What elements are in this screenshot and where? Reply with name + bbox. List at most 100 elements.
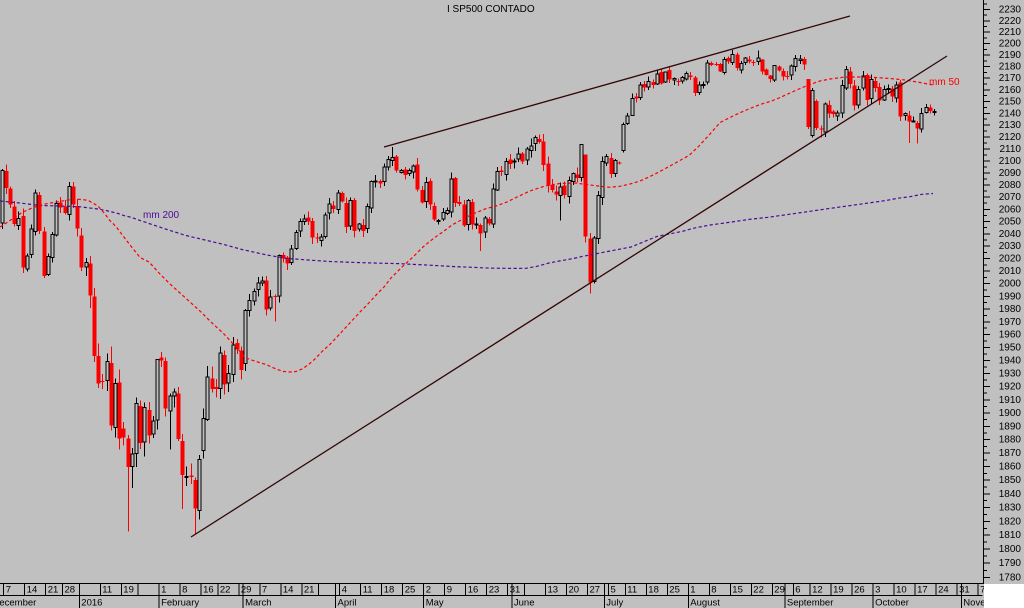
svg-text:1930: 1930: [999, 369, 1022, 380]
svg-text:1880: 1880: [999, 435, 1022, 446]
svg-text:2030: 2030: [999, 241, 1022, 252]
svg-text:1850: 1850: [999, 475, 1022, 486]
svg-text:17: 17: [917, 585, 928, 596]
svg-text:1940: 1940: [999, 356, 1022, 367]
svg-text:1950: 1950: [999, 343, 1022, 354]
svg-text:May: May: [426, 598, 444, 608]
svg-text:I SP500 CONTADO: I SP500 CONTADO: [447, 4, 535, 15]
svg-text:2090: 2090: [999, 168, 1022, 179]
svg-text:7: 7: [980, 585, 985, 596]
svg-text:2070: 2070: [999, 192, 1022, 203]
svg-text:2190: 2190: [999, 50, 1022, 61]
svg-text:20: 20: [569, 585, 580, 596]
svg-text:6: 6: [795, 585, 800, 596]
svg-text:13: 13: [548, 585, 559, 596]
svg-text:1980: 1980: [999, 304, 1022, 315]
svg-text:1780: 1780: [999, 572, 1022, 583]
svg-text:2010: 2010: [999, 266, 1022, 277]
svg-text:2220: 2220: [999, 16, 1022, 27]
svg-text:2150: 2150: [999, 97, 1022, 108]
svg-text:1960: 1960: [999, 330, 1022, 341]
svg-text:1810: 1810: [999, 530, 1022, 541]
svg-text:19: 19: [123, 585, 134, 596]
svg-text:31: 31: [510, 585, 521, 596]
svg-text:April: April: [338, 598, 357, 608]
svg-text:2120: 2120: [999, 132, 1022, 143]
svg-text:2230: 2230: [999, 5, 1022, 16]
svg-text:February: February: [161, 598, 199, 608]
svg-text:22: 22: [753, 585, 764, 596]
svg-text:1920: 1920: [999, 382, 1022, 393]
svg-text:2050: 2050: [999, 217, 1022, 228]
svg-text:4: 4: [342, 585, 347, 596]
svg-text:19: 19: [833, 585, 844, 596]
svg-text:August: August: [690, 598, 720, 608]
svg-text:25: 25: [405, 585, 416, 596]
svg-text:1840: 1840: [999, 489, 1022, 500]
svg-text:1830: 1830: [999, 503, 1022, 514]
svg-text:2: 2: [426, 585, 431, 596]
svg-text:1890: 1890: [999, 421, 1022, 432]
svg-text:29: 29: [774, 585, 785, 596]
svg-text:1970: 1970: [999, 317, 1022, 328]
svg-text:2180: 2180: [999, 62, 1022, 73]
svg-text:8: 8: [711, 585, 716, 596]
svg-text:2200: 2200: [999, 39, 1022, 50]
svg-text:1800: 1800: [999, 544, 1022, 555]
svg-text:2130: 2130: [999, 120, 1022, 131]
svg-text:October: October: [875, 598, 909, 608]
svg-text:27: 27: [590, 585, 601, 596]
svg-text:11: 11: [102, 585, 112, 596]
svg-text:1790: 1790: [999, 558, 1022, 569]
svg-text:March: March: [245, 598, 271, 608]
svg-text:22: 22: [220, 585, 231, 596]
svg-text:16: 16: [203, 585, 214, 596]
svg-text:18: 18: [648, 585, 659, 596]
svg-text:14: 14: [283, 585, 294, 596]
svg-text:9: 9: [447, 585, 452, 596]
svg-text:2020: 2020: [999, 254, 1022, 265]
svg-text:1820: 1820: [999, 516, 1022, 527]
svg-text:15: 15: [732, 585, 743, 596]
svg-text:31: 31: [959, 585, 970, 596]
svg-text:8: 8: [182, 585, 187, 596]
svg-text:September: September: [787, 598, 833, 608]
svg-text:21: 21: [304, 585, 315, 596]
svg-text:2060: 2060: [999, 204, 1022, 215]
svg-text:2000: 2000: [999, 279, 1022, 290]
svg-text:1900: 1900: [999, 408, 1022, 419]
svg-text:26: 26: [854, 585, 865, 596]
svg-text:1990: 1990: [999, 291, 1022, 302]
svg-text:July: July: [606, 598, 623, 608]
svg-text:2170: 2170: [999, 73, 1022, 84]
svg-text:2080: 2080: [999, 180, 1022, 191]
svg-text:29: 29: [241, 585, 252, 596]
svg-text:11: 11: [627, 585, 637, 596]
svg-text:24: 24: [938, 585, 949, 596]
svg-text:5: 5: [611, 585, 616, 596]
svg-text:mm 50: mm 50: [929, 77, 960, 88]
svg-text:1860: 1860: [999, 462, 1022, 473]
svg-text:2160: 2160: [999, 85, 1022, 96]
svg-text:2016: 2016: [81, 598, 102, 608]
svg-text:16: 16: [468, 585, 479, 596]
svg-text:18: 18: [384, 585, 395, 596]
svg-text:7: 7: [262, 585, 267, 596]
svg-text:2210: 2210: [999, 27, 1022, 38]
svg-text:11: 11: [363, 585, 373, 596]
svg-text:June: June: [514, 598, 535, 608]
svg-text:1: 1: [690, 585, 695, 596]
svg-text:21: 21: [48, 585, 59, 596]
svg-text:1910: 1910: [999, 395, 1022, 406]
svg-text:2110: 2110: [999, 144, 1021, 155]
svg-text:2140: 2140: [999, 108, 1022, 119]
svg-text:2100: 2100: [999, 156, 1022, 167]
svg-text:3: 3: [875, 585, 880, 596]
svg-text:14: 14: [27, 585, 38, 596]
svg-text:10: 10: [896, 585, 907, 596]
svg-text:23: 23: [489, 585, 500, 596]
svg-text:28: 28: [65, 585, 76, 596]
svg-text:25: 25: [669, 585, 680, 596]
svg-text:1870: 1870: [999, 448, 1022, 459]
svg-text:mm 200: mm 200: [143, 210, 180, 221]
